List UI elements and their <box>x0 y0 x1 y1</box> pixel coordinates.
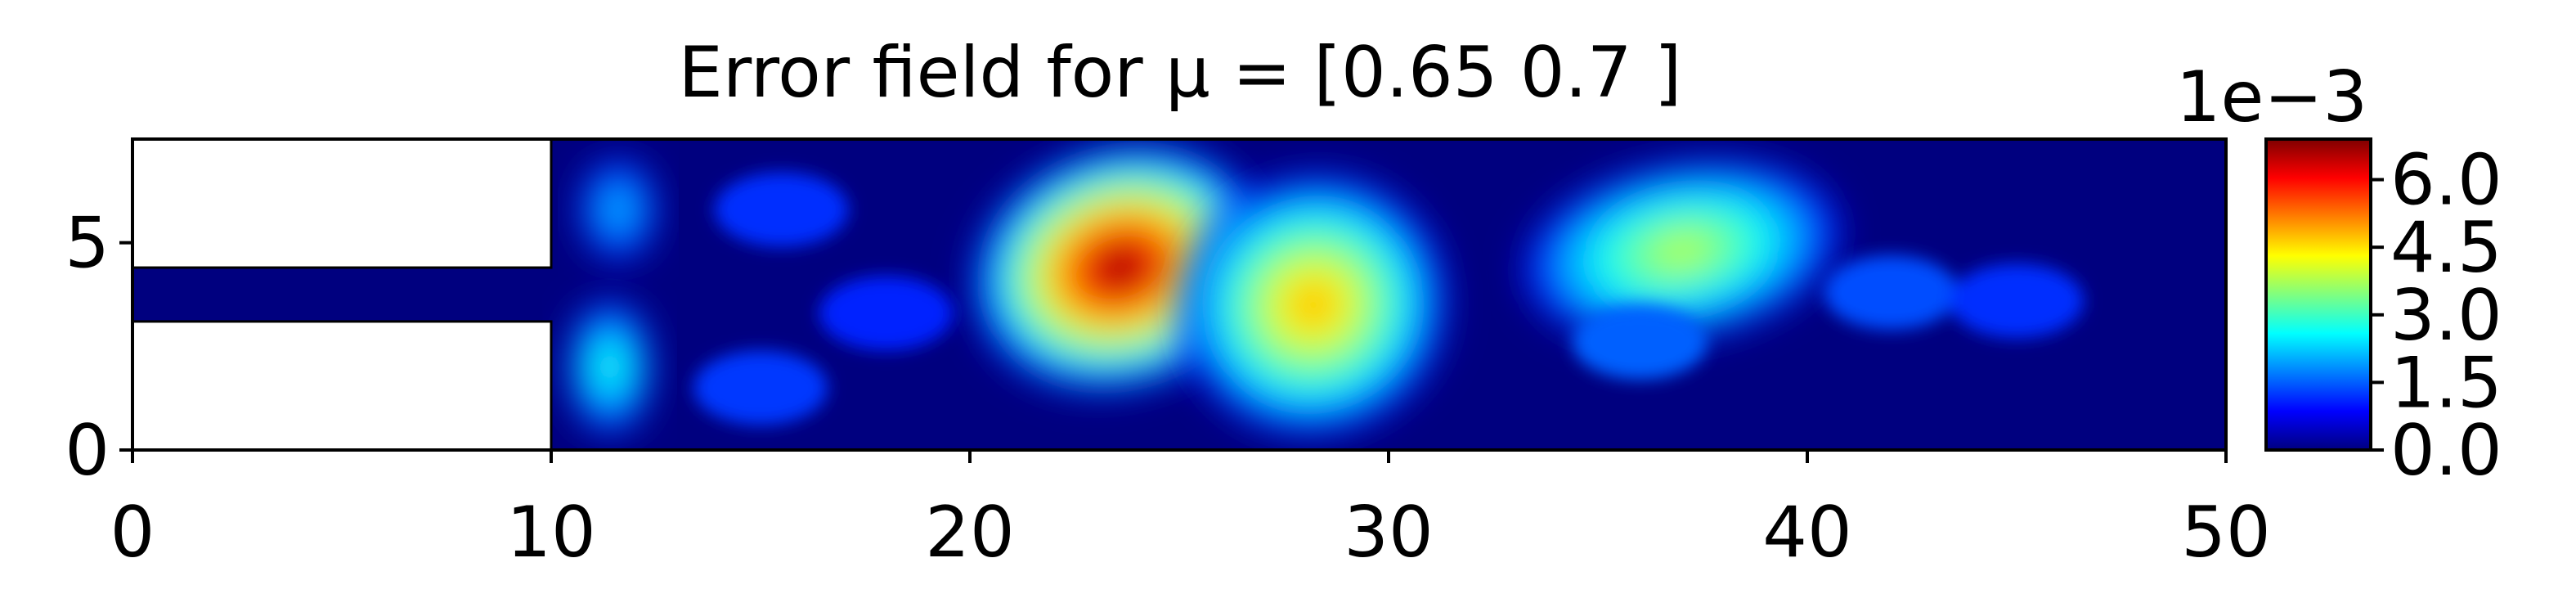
colorbar-ticks: 0.01.53.04.56.0 <box>2371 140 2502 492</box>
blank-regions <box>132 139 553 450</box>
faint-lobe <box>1573 304 1708 380</box>
colorbar-tick-label: 1.5 <box>2390 342 2502 424</box>
x-tick-label: 0 <box>110 492 155 574</box>
hotspot-inlet-lower-lobe <box>568 300 652 434</box>
colorbar-tick-label: 4.5 <box>2390 207 2502 289</box>
hotspot-second-peak <box>1180 175 1447 434</box>
faint-lobe <box>714 172 849 247</box>
colorbar-tick-label: 0.0 <box>2390 410 2502 492</box>
plot-frame <box>131 137 2228 452</box>
hotspot-contour <box>613 203 623 216</box>
x-tick-label: 10 <box>506 492 595 574</box>
error-field-heatmap <box>132 139 2226 450</box>
faint-lobe <box>1950 263 2084 339</box>
chart-title: Error field for μ = [0.65 0.7 ] <box>679 32 1682 114</box>
hotspot-contour <box>1296 288 1331 322</box>
colorbar <box>2264 137 2372 452</box>
x-tick-label: 20 <box>925 492 1014 574</box>
x-tick-label: 40 <box>1762 492 1851 574</box>
field-blobs <box>568 144 2084 434</box>
hotspot-inlet-upper-lobe <box>580 160 656 259</box>
colorbar-tick-label: 3.0 <box>2390 275 2502 357</box>
colorbar-tick-label: 6.0 <box>2390 140 2502 222</box>
x-axis: 0 10 20 30 40 50 <box>110 450 2271 574</box>
hotspot-contour <box>604 358 616 376</box>
y-tick-label: 0 <box>65 410 110 492</box>
colorbar-offset-label: 1e−3 <box>2176 56 2367 138</box>
hotspot-contour <box>1102 252 1139 283</box>
inlet-wall-bottom <box>132 320 553 450</box>
y-axis: 05 <box>65 203 132 492</box>
faint-lobes <box>693 172 2084 425</box>
inlet-wall-top <box>132 139 553 269</box>
faint-lobe <box>693 350 828 425</box>
y-tick-label: 5 <box>65 203 110 285</box>
x-tick-label: 30 <box>1344 492 1433 574</box>
hotspot-contour <box>1662 240 1702 263</box>
x-tick-label: 50 <box>2181 492 2270 574</box>
faint-lobe <box>1824 254 1959 331</box>
hotspot-third-peak <box>1524 160 1839 341</box>
faint-lobe <box>819 276 954 351</box>
